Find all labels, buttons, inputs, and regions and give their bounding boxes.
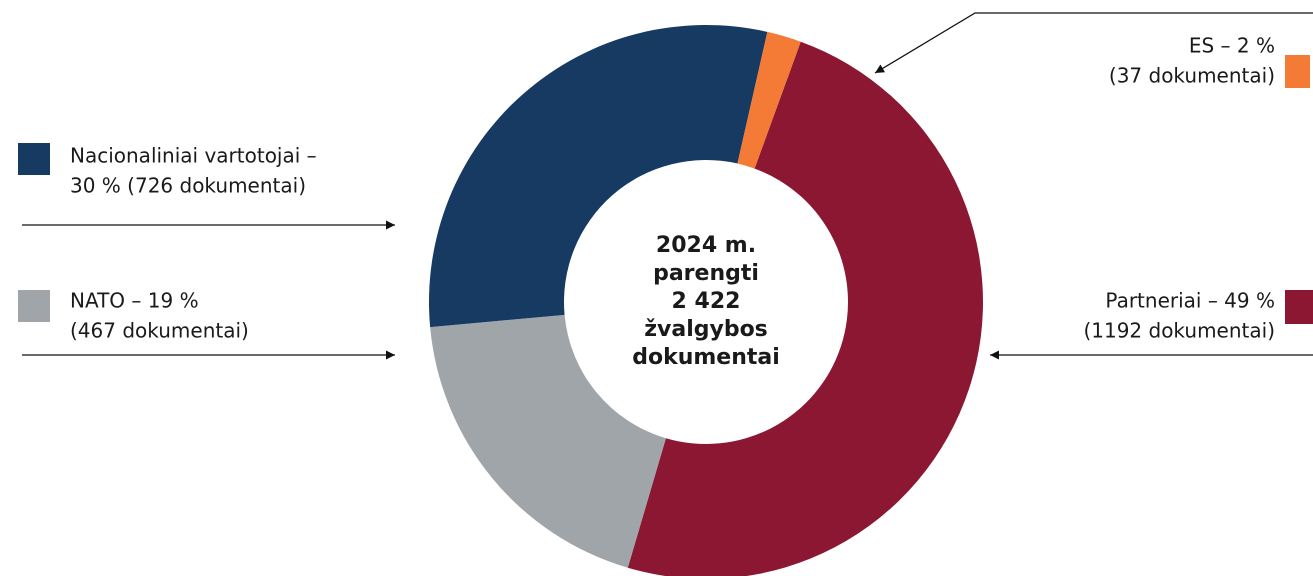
legend-label: ES – 2 % (1189, 34, 1275, 58)
legend-label: (37 dokumentai) (1109, 64, 1275, 88)
legend-swatch (18, 143, 50, 175)
center-label: žvalgybos (644, 317, 768, 342)
center-label: 2 422 (672, 289, 741, 314)
donut-segment (430, 314, 666, 568)
center-label: dokumentai (632, 345, 780, 370)
legend-label: NATO – 19 % (70, 289, 199, 313)
donut-segment (737, 31, 801, 169)
center-label: 2024 m. (656, 233, 756, 258)
legend-label: (1192 dokumentai) (1083, 319, 1275, 343)
legend-swatch (18, 290, 50, 322)
legend-swatch (1285, 290, 1313, 324)
arrow (874, 12, 1313, 74)
legend-label: (467 dokumentai) (70, 319, 249, 343)
center-label: parengti (653, 261, 759, 286)
legend-label: Nacionaliniai vartotojai – (70, 144, 317, 168)
legend-swatch (1285, 55, 1310, 88)
donut-segment (429, 25, 768, 328)
donut (429, 25, 983, 576)
donut-segment (627, 41, 983, 576)
legend-label: Partneriai – 49 % (1105, 289, 1275, 313)
legend-label: 30 % (726 dokumentai) (70, 174, 306, 198)
